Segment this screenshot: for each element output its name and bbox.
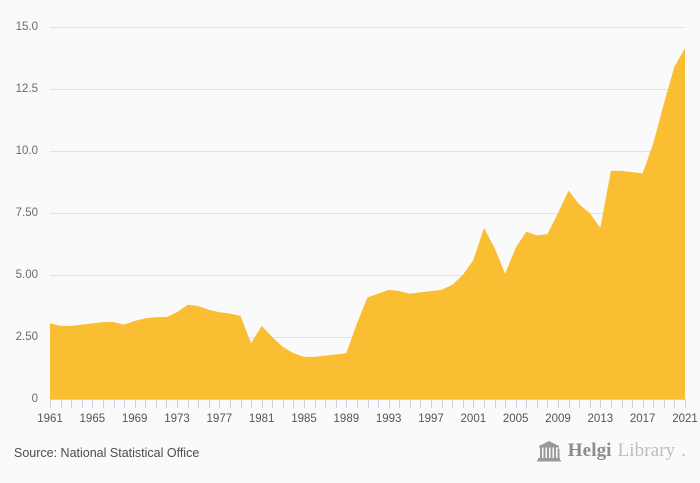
x-tick-label: 2009 (545, 413, 571, 425)
x-tick-label: 1985 (291, 413, 317, 425)
x-tick-label: 1981 (249, 413, 275, 425)
brand-name-secondary: Library (617, 440, 676, 461)
x-tick-label: 2021 (672, 413, 698, 425)
x-tick-label: 1969 (122, 413, 148, 425)
x-tick-label: 1977 (207, 413, 233, 425)
brand-logo[interactable]: Helgi Library. (536, 440, 686, 462)
brand-dot: . (681, 440, 686, 461)
y-tick-label: 15.0 (16, 21, 38, 33)
y-tick-label: 12.5 (16, 83, 38, 95)
x-axis (50, 399, 686, 408)
y-tick-label: 2.50 (16, 331, 38, 343)
x-tick-label: 2017 (630, 413, 656, 425)
x-tick-label: 1973 (164, 413, 190, 425)
y-tick-label: 0 (32, 393, 38, 405)
y-tick-label: 7.50 (16, 207, 38, 219)
chart-footer: Source: National Statistical Office Helg… (0, 430, 700, 483)
y-tick-label: 5.00 (16, 269, 38, 281)
library-building-icon (536, 441, 561, 462)
x-tick-label: 1965 (80, 413, 106, 425)
x-tick-label: 1961 (37, 413, 63, 425)
plot-area: 0 2.50 5.00 7.50 10.0 12.5 15.0 1961 1965 1969 19… (16, 21, 698, 425)
x-tick-label: 2005 (503, 413, 529, 425)
y-tick-label: 10.0 (16, 145, 38, 157)
x-axis-tick-labels: 1961 1965 1969 1973 1977 1981 1985 1989 1993 1997… (37, 413, 698, 425)
y-axis-tick-labels: 0 2.50 5.00 7.50 10.0 12.5 15.0 (16, 21, 38, 405)
x-tick-label: 1993 (376, 413, 402, 425)
area-series-value (50, 48, 685, 399)
x-tick-label: 2001 (461, 413, 487, 425)
x-tick-label: 2013 (588, 413, 614, 425)
brand-name-primary: Helgi (567, 440, 612, 461)
x-tick-label: 1997 (418, 413, 444, 425)
source-label: Source: National Statistical Office (14, 446, 200, 460)
x-tick-label: 1989 (334, 413, 360, 425)
